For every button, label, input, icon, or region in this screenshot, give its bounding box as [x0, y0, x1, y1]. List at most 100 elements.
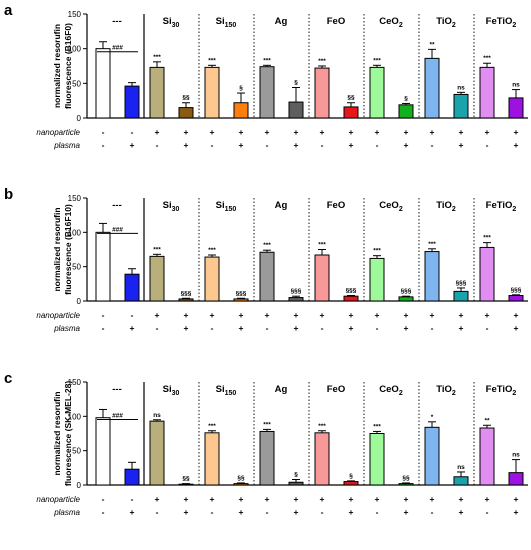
bar: [343, 106, 359, 119]
bar: [149, 420, 165, 486]
bar: [259, 66, 275, 119]
group-header-main: CeO: [379, 384, 399, 395]
group-header: Si30: [163, 384, 180, 397]
nanoparticle-sign: +: [155, 127, 160, 137]
bar: [233, 483, 249, 486]
plasma-sign: -: [486, 323, 489, 333]
nanoparticle-sign: +: [485, 494, 490, 504]
nanoparticle-sign: +: [184, 310, 189, 320]
nanoparticle-sign: +: [430, 127, 435, 137]
nanoparticle-sign: +: [210, 310, 215, 320]
panel-letter: b: [4, 186, 13, 203]
group-header-sub: 2: [452, 206, 456, 213]
bar: [95, 231, 111, 302]
row-label-plasma: plasma: [53, 324, 80, 333]
group-header: FeTiO2: [486, 200, 517, 213]
group-header: FeTiO2: [486, 16, 517, 29]
nanoparticle-sign: +: [239, 494, 244, 504]
plasma-sign: -: [486, 140, 489, 150]
y-tick-label: 50: [72, 263, 81, 272]
bar: [508, 97, 524, 119]
y-tick-label: 150: [68, 10, 82, 19]
bar: [314, 67, 330, 119]
significance-label: §: [404, 95, 408, 102]
nanoparticle-sign: +: [349, 494, 354, 504]
y-tick-label: 0: [77, 297, 82, 306]
group-header-main: Si: [216, 384, 225, 395]
significance-label: ***: [428, 241, 436, 248]
y-axis-label-line2: fluorescence (B16F10): [63, 204, 73, 295]
significance-label: ***: [483, 55, 491, 62]
y-tick-label: 50: [72, 447, 81, 456]
nanoparticle-sign: -: [131, 127, 134, 137]
significance-label: ns: [457, 84, 465, 91]
group-header-main: FeTiO: [486, 16, 513, 27]
y-axis-label-line2: fluorescence (SK-MEL-28): [63, 381, 73, 486]
plasma-sign: -: [266, 140, 269, 150]
nanoparticle-sign: -: [102, 494, 105, 504]
significance-label: §: [239, 85, 243, 92]
plasma-sign: -: [266, 507, 269, 517]
group-header-main: FeTiO: [486, 384, 513, 395]
plasma-sign: -: [486, 507, 489, 517]
y-tick-label: 50: [72, 79, 81, 88]
nanoparticle-sign: +: [155, 494, 160, 504]
plasma-sign: +: [404, 507, 409, 517]
significance-label: ns: [512, 452, 520, 459]
plasma-sign: +: [184, 323, 189, 333]
bar: [369, 433, 385, 486]
bar: [178, 483, 194, 486]
plasma-sign: -: [376, 507, 379, 517]
nanoparticle-sign: +: [320, 494, 325, 504]
significance-label: §§: [182, 476, 190, 483]
y-axis-label-line2: fluorescence (B16F0): [63, 23, 73, 109]
bar: [479, 66, 495, 119]
group-header: Si150: [216, 384, 237, 397]
group-header-main: ---: [112, 200, 122, 211]
nanoparticle-sign: +: [485, 127, 490, 137]
bar: [314, 254, 330, 302]
bar: [95, 417, 111, 486]
plasma-sign: +: [459, 507, 464, 517]
significance-label: *: [431, 414, 434, 421]
nanoparticle-sign: +: [320, 310, 325, 320]
group-header-sub: 2: [399, 22, 403, 29]
group-header-main: Si: [163, 384, 172, 395]
group-header-main: TiO: [436, 384, 452, 395]
bar: [259, 251, 275, 302]
plasma-sign: +: [294, 507, 299, 517]
group-header-main: Ag: [275, 200, 288, 211]
bar: [149, 255, 165, 302]
nanoparticle-sign: +: [404, 127, 409, 137]
nanoparticle-sign: +: [210, 494, 215, 504]
group-header-main: TiO: [436, 16, 452, 27]
bar: [124, 273, 140, 302]
group-header-sub: 2: [452, 22, 456, 29]
group-header-main: Si: [216, 200, 225, 211]
group-header: ---: [112, 16, 122, 27]
bar: [288, 481, 304, 486]
nanoparticle-sign: +: [514, 494, 519, 504]
group-header-sub: 2: [512, 390, 516, 397]
nanoparticle-sign: +: [265, 494, 270, 504]
bar: [398, 483, 414, 486]
group-header: Si150: [216, 16, 237, 29]
bar: [453, 476, 469, 486]
plasma-sign: +: [239, 140, 244, 150]
significance-label: ***: [318, 423, 326, 430]
bar: [398, 296, 414, 302]
plasma-sign: +: [459, 323, 464, 333]
plasma-sign: +: [184, 507, 189, 517]
plasma-sign: -: [266, 323, 269, 333]
significance-label: ***: [208, 57, 216, 64]
y-axis-label-line1: normalized resorufin: [52, 391, 62, 475]
nanoparticle-sign: +: [294, 127, 299, 137]
group-header: Ag: [275, 16, 288, 27]
significance-label: §§§: [181, 290, 192, 297]
group-header: Ag: [275, 200, 288, 211]
comparison-label: ###: [112, 226, 123, 233]
significance-label: ***: [263, 57, 271, 64]
nanoparticle-sign: +: [155, 310, 160, 320]
group-header-sub: 2: [512, 206, 516, 213]
